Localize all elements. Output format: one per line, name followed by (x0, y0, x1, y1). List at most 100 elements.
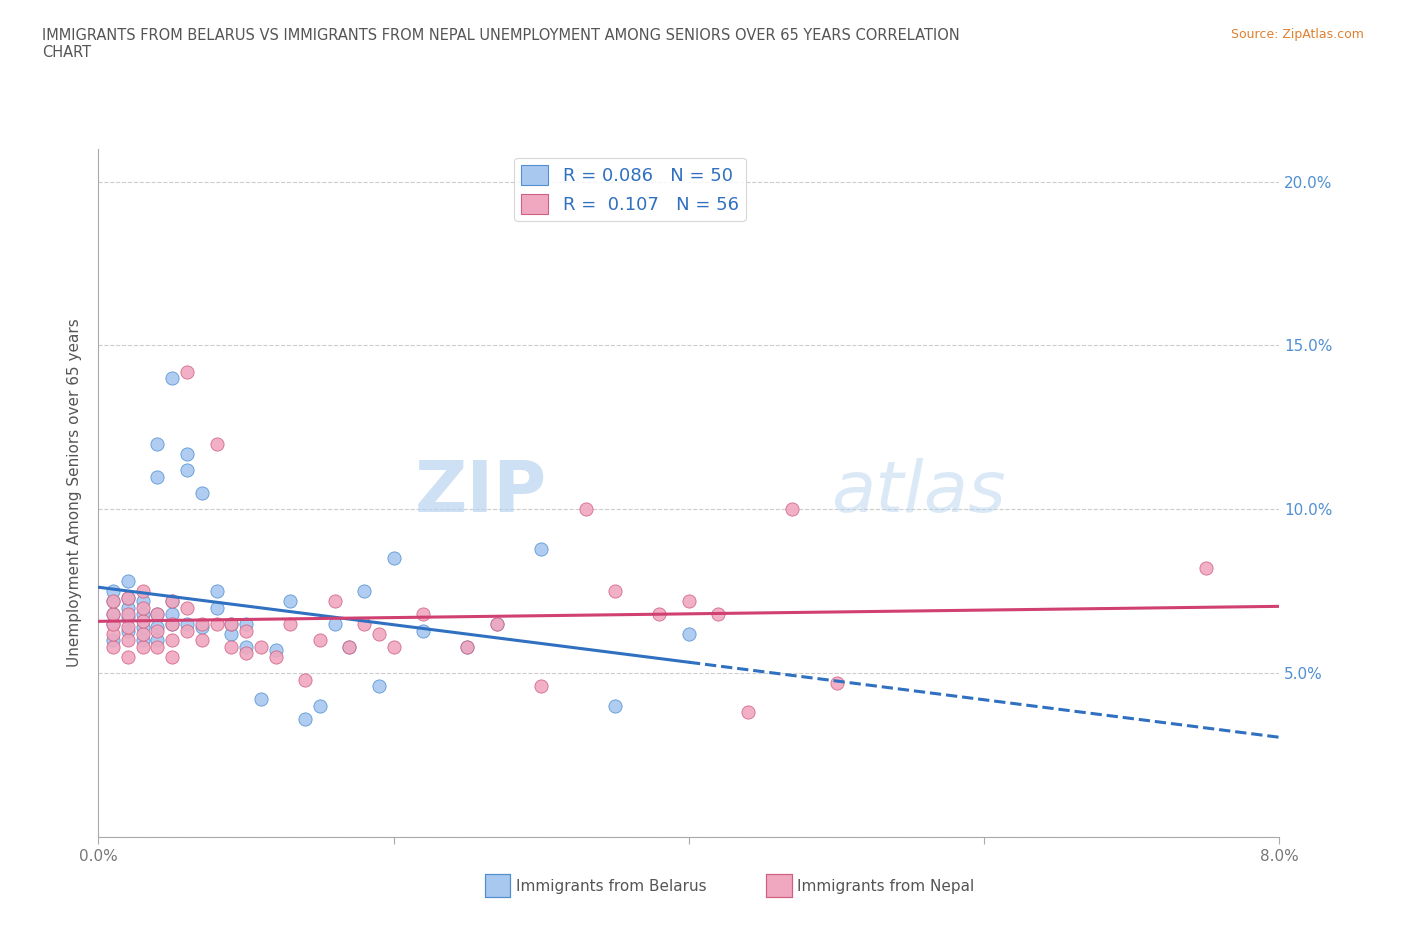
Point (323, 593, 346, 608)
Point (132, 640, 155, 655)
Point (235, 640, 257, 655)
Point (117, 633, 139, 648)
Point (485, 617, 508, 631)
Point (382, 640, 405, 655)
Point (146, 619, 169, 634)
Point (456, 640, 478, 655)
Point (456, 640, 478, 655)
Point (103, 617, 125, 631)
Text: Immigrants from Belarus: Immigrants from Belarus (516, 879, 707, 894)
Point (132, 633, 155, 648)
Point (678, 593, 700, 608)
Point (219, 617, 242, 631)
Y-axis label: Unemployment Among Seniors over 65 years: Unemployment Among Seniors over 65 years (67, 319, 83, 668)
Point (605, 584, 627, 599)
Point (294, 711, 316, 726)
Point (146, 606, 169, 621)
Point (103, 584, 125, 599)
Point (117, 623, 139, 638)
Point (353, 617, 375, 631)
Point (162, 617, 183, 631)
Point (205, 436, 228, 451)
Point (737, 705, 759, 720)
Point (162, 649, 183, 664)
Point (530, 679, 553, 694)
Point (323, 617, 346, 631)
Text: atlas: atlas (831, 458, 1005, 527)
Text: IMMIGRANTS FROM BELARUS VS IMMIGRANTS FROM NEPAL UNEMPLOYMENT AMONG SENIORS OVER: IMMIGRANTS FROM BELARUS VS IMMIGRANTS FR… (42, 28, 960, 60)
Point (146, 469, 169, 484)
Point (308, 698, 332, 713)
Point (574, 502, 596, 517)
Point (162, 593, 183, 608)
Point (191, 619, 214, 634)
Point (117, 649, 139, 664)
Point (132, 627, 155, 642)
Point (176, 365, 198, 379)
Point (782, 502, 804, 517)
Point (205, 584, 228, 599)
Point (132, 619, 155, 634)
Point (1194, 561, 1216, 576)
Point (353, 584, 375, 599)
Point (103, 627, 125, 642)
Point (250, 640, 273, 655)
Point (367, 679, 389, 694)
Point (132, 584, 155, 599)
Point (132, 606, 155, 621)
Text: Immigrants from Nepal: Immigrants from Nepal (797, 879, 974, 894)
Point (278, 617, 302, 631)
Point (162, 593, 183, 608)
Point (191, 633, 214, 648)
Point (146, 606, 169, 621)
Point (103, 606, 125, 621)
Point (219, 640, 242, 655)
Point (367, 627, 389, 642)
Point (605, 698, 627, 713)
Point (412, 606, 434, 621)
Point (117, 591, 139, 605)
Point (117, 610, 139, 625)
Point (250, 692, 273, 707)
Text: ZIP: ZIP (415, 458, 547, 527)
Point (264, 649, 287, 664)
Point (176, 617, 198, 631)
Point (294, 672, 316, 687)
Point (176, 446, 198, 461)
Point (205, 600, 228, 615)
Point (132, 593, 155, 608)
Point (162, 617, 183, 631)
Point (117, 591, 139, 605)
Point (103, 593, 125, 608)
Point (176, 462, 198, 477)
Point (146, 436, 169, 451)
Point (308, 633, 332, 648)
Point (117, 606, 139, 621)
Point (485, 617, 508, 631)
Point (132, 600, 155, 615)
Point (117, 574, 139, 589)
Point (162, 371, 183, 386)
Point (235, 646, 257, 661)
Point (132, 613, 155, 628)
Point (146, 623, 169, 638)
Point (117, 600, 139, 615)
Point (219, 617, 242, 631)
Point (191, 485, 214, 500)
Point (678, 627, 700, 642)
Point (103, 640, 125, 655)
Legend: R = 0.086   N = 50, R =  0.107   N = 56: R = 0.086 N = 50, R = 0.107 N = 56 (515, 158, 745, 221)
Point (103, 617, 125, 631)
Point (146, 640, 169, 655)
Point (191, 617, 214, 631)
Point (825, 675, 848, 690)
Point (530, 541, 553, 556)
Point (103, 593, 125, 608)
Point (146, 633, 169, 648)
Point (264, 643, 287, 658)
Point (412, 623, 434, 638)
Point (337, 640, 360, 655)
Point (162, 633, 183, 648)
Text: Source: ZipAtlas.com: Source: ZipAtlas.com (1230, 28, 1364, 41)
Point (117, 619, 139, 634)
